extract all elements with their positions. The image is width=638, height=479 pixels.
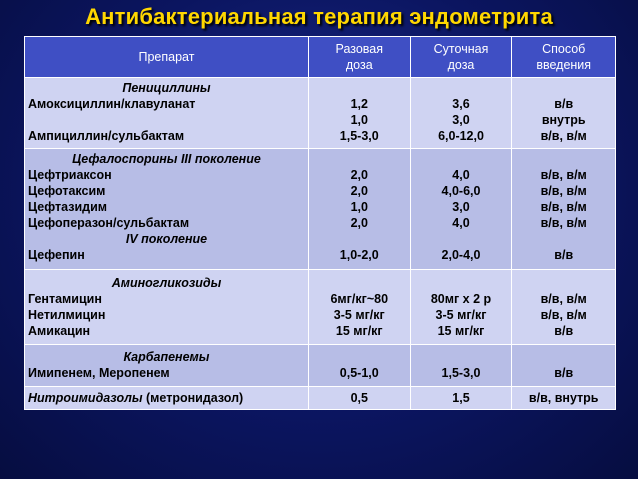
header-route: Способ введения (511, 36, 616, 78)
carbapenems-route: в/в (511, 344, 616, 387)
aminoglycosides-daily: 80мг х 2 р 3-5 мг/кг 15 мг/кг (409, 269, 513, 345)
drug-name: (метронидазол) (142, 391, 244, 405)
cephalosporins-drugs: Цефалоспорины III поколение Цефтриаксон … (24, 148, 309, 270)
drug-name: Цефтриаксон (28, 168, 112, 182)
drug-name: Цефтазидим (28, 200, 107, 214)
aminoglycosides-single: 6мг/кг~80 3-5 мг/кг 15 мг/кг (307, 269, 411, 345)
subgroup-name: IV поколение (125, 232, 208, 246)
nitroimidazoles-drugs: Нитроимидазолы (метронидазол) (24, 386, 309, 410)
cephalosporins-route: в/в, в/м в/в, в/м в/в, в/м в/в, в/м в/в (511, 148, 616, 270)
row-nitroimidazoles: Нитроимидазолы (метронидазол) 0,5 1,5 в/… (24, 386, 616, 410)
header-daily-dose: Суточная доза (409, 36, 513, 78)
group-name: Аминогликозиды (111, 276, 222, 290)
drug-name: Амоксициллин/клавуланат (28, 97, 196, 111)
penicillins-drugs: Пенициллины Амоксициллин/клавуланат Ампи… (24, 77, 309, 149)
nitroimidazoles-daily: 1,5 (409, 386, 513, 410)
row-carbapenems: Карбапенемы Имипенем, Меропенем 0,5-1,0 … (24, 344, 616, 387)
drug-name: Ампициллин/сульбактам (28, 129, 185, 143)
nitroimidazoles-route: в/в, внутрь (511, 386, 616, 410)
row-cephalosporins: Цефалоспорины III поколение Цефтриаксон … (24, 148, 616, 270)
slide-title: Антибактериальная терапия эндометрита (85, 4, 553, 29)
drug-name: Гентамицин (28, 292, 102, 306)
antibiotic-table: Препарат Разовая доза Суточная доза Спос… (24, 36, 616, 410)
penicillins-daily: 3,6 3,0 6,0-12,0 (409, 77, 513, 149)
header-row: Препарат Разовая доза Суточная доза Спос… (24, 36, 616, 78)
row-aminoglycosides: Аминогликозиды Гентамицин Нетилмицин Ами… (24, 269, 616, 345)
carbapenems-single: 0,5-1,0 (307, 344, 411, 387)
group-name: Нитроимидазолы (28, 391, 143, 405)
drug-name: Имипенем, Меропенем (28, 366, 170, 380)
cephalosporins-daily: 4,0 4,0-6,0 3,0 4,0 2,0-4,0 (409, 148, 513, 270)
drug-name: Цефоперазон/сульбактам (28, 216, 190, 230)
penicillins-single: 1,2 1,0 1,5-3,0 (307, 77, 411, 149)
drug-name: Цефепин (28, 248, 85, 262)
penicillins-route: в/в внутрь в/в, в/м (511, 77, 616, 149)
aminoglycosides-drugs: Аминогликозиды Гентамицин Нетилмицин Ами… (24, 269, 309, 345)
drug-name: Амикацин (28, 324, 91, 338)
group-name: Цефалоспорины III поколение (72, 152, 261, 166)
group-name: Пенициллины (122, 81, 211, 95)
aminoglycosides-route: в/в, в/м в/в, в/м в/в (511, 269, 616, 345)
carbapenems-daily: 1,5-3,0 (409, 344, 513, 387)
header-single-dose: Разовая доза (307, 36, 411, 78)
header-drug: Препарат (24, 36, 309, 78)
cephalosporins-single: 2,0 2,0 1,0 2,0 1,0-2,0 (307, 148, 411, 270)
carbapenems-drugs: Карбапенемы Имипенем, Меропенем (24, 344, 309, 387)
row-penicillins: Пенициллины Амоксициллин/клавуланат Ампи… (24, 77, 616, 149)
nitroimidazoles-single: 0,5 (307, 386, 411, 410)
drug-name: Цефотаксим (28, 184, 106, 198)
group-name: Карбапенемы (123, 350, 210, 364)
drug-name: Нетилмицин (28, 308, 106, 322)
